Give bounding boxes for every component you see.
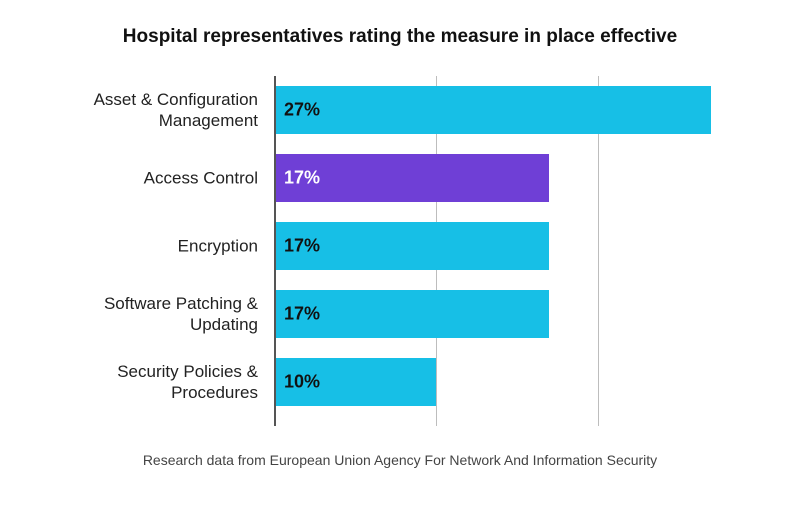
category-label: Asset & Configuration Management bbox=[40, 89, 266, 132]
bar bbox=[276, 86, 711, 134]
value-label: 10% bbox=[284, 372, 320, 393]
bar-row: Asset & Configuration Management 27% bbox=[40, 82, 760, 138]
bar-row: Encryption 17% bbox=[40, 218, 760, 274]
bar-row: Software Patching & Updating 17% bbox=[40, 286, 760, 342]
category-label: Software Patching & Updating bbox=[40, 293, 266, 336]
bar-row: Security Policies & Procedures 10% bbox=[40, 354, 760, 410]
chart-container: Hospital representatives rating the meas… bbox=[0, 0, 800, 511]
value-label: 17% bbox=[284, 304, 320, 325]
category-label: Encryption bbox=[40, 235, 266, 256]
bar-row: Access Control 17% bbox=[40, 150, 760, 206]
value-label: 17% bbox=[284, 168, 320, 189]
chart-title: Hospital representatives rating the meas… bbox=[30, 26, 770, 48]
category-label: Security Policies & Procedures bbox=[40, 361, 266, 404]
value-label: 27% bbox=[284, 100, 320, 121]
value-label: 17% bbox=[284, 236, 320, 257]
chart-plot-area: Asset & Configuration Management 27% Acces… bbox=[40, 76, 760, 426]
category-label: Access Control bbox=[40, 167, 266, 188]
chart-caption: Research data from European Union Agency… bbox=[0, 452, 800, 468]
